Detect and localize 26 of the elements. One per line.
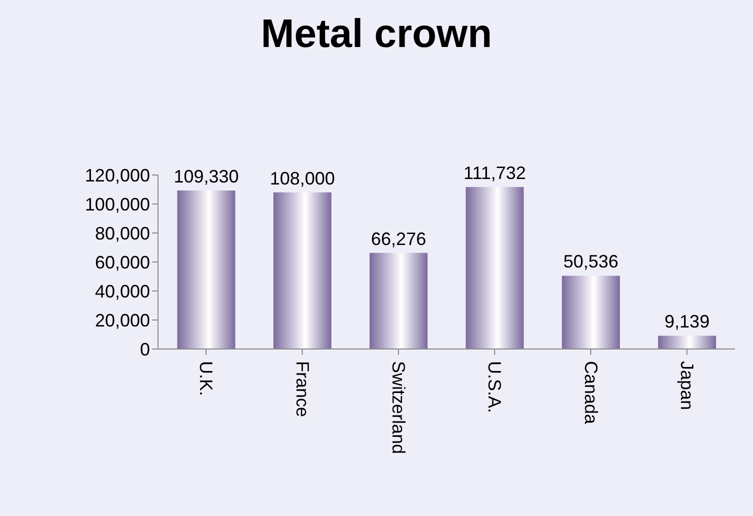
y-tick-label: 100,000 [84,194,150,214]
x-tick-label: Japan [676,361,697,410]
y-tick-label: 80,000 [94,223,150,244]
y-tick-label: 20,000 [94,310,150,330]
data-label: 109,330 [174,166,239,186]
x-tick-label: U.K. [196,361,216,396]
data-label: 50,536 [563,252,618,272]
bar [370,252,428,349]
y-tick-label: 60,000 [94,252,150,272]
bar [273,192,332,349]
y-tick-label: 40,000 [94,281,150,302]
data-label: 111,732 [464,162,526,183]
x-tick-label: Switzerland [388,361,408,454]
bar [177,190,236,349]
data-label: 66,276 [371,228,426,249]
x-tick-label: U.S.A. [484,361,505,414]
y-tick-label: 120,000 [84,165,150,186]
bar [658,336,716,349]
chart-title: Metal crown [260,12,494,57]
x-tick-label: Canada [580,361,601,426]
bar [562,276,620,349]
data-label: 9,139 [664,312,710,332]
x-tick-label: France [292,361,312,418]
y-tick-label: 0 [140,339,150,360]
data-label: 108,000 [270,168,335,188]
bar [466,186,524,349]
